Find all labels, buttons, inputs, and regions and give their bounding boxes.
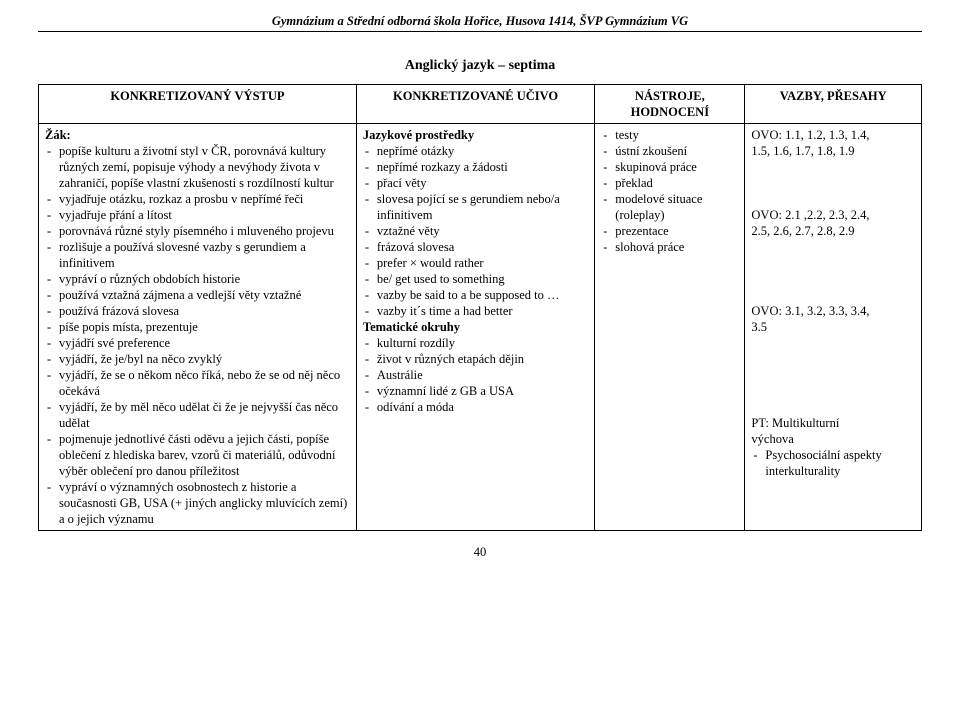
list-item: slohová práce [601,239,738,255]
list-item: přací věty [363,175,588,191]
list-item: prezentace [601,223,738,239]
list-item: prefer × would rather [363,255,588,271]
cell-curriculum: Jazykové prostředky nepřímé otázky nepří… [356,124,594,531]
col-header-tools-l1: NÁSTROJE, [601,88,738,104]
cell-links: OVO: 1.1, 1.2, 1.3, 1.4, 1.5, 1.6, 1.7, … [745,124,922,531]
list-item: vztažné věty [363,223,588,239]
list-item: nepřímé otázky [363,143,588,159]
col-header-curriculum: KONKRETIZOVANÉ UČIVO [356,85,594,124]
page-header: Gymnázium a Střední odborná škola Hořice… [38,14,922,32]
list-item: frázová slovesa [363,239,588,255]
list-item: Psychosociální aspekty interkulturality [751,447,915,479]
pt-l2: výchova [751,432,793,446]
student-lead: Žák: [45,127,350,143]
list-item: vyjádří, že se o někom něco říká, nebo ž… [45,367,350,399]
list-item: modelové situace (roleplay) [601,191,738,223]
pt-list: Psychosociální aspekty interkulturality [751,447,915,479]
list-item: ústní zkoušení [601,143,738,159]
col-header-tools-l2: HODNOCENÍ [601,104,738,120]
list-item: vyjadřuje přání a lítost [45,207,350,223]
curriculum-table: KONKRETIZOVANÝ VÝSTUP KONKRETIZOVANÉ UČI… [38,84,922,531]
list-item: používá vztažná zájmena a vedlejší věty … [45,287,350,303]
ovo3-l1: OVO: 3.1, 3.2, 3.3, 3.4, [751,304,869,318]
col-header-links: VAZBY, PŘESAHY [745,85,922,124]
list-item: rozlišuje a používá slovesné vazby s ger… [45,239,350,271]
ovo-block-3: OVO: 3.1, 3.2, 3.3, 3.4, 3.5 [751,303,915,335]
list-item: vyjádří, že je/byl na něco zvyklý [45,351,350,367]
list-item: odívání a móda [363,399,588,415]
ovo-block-1: OVO: 1.1, 1.2, 1.3, 1.4, 1.5, 1.6, 1.7, … [751,127,915,159]
cell-tools: testy ústní zkoušení skupinová práce pře… [595,124,745,531]
page-title: Anglický jazyk – septima [38,58,922,74]
list-item: porovnává různé styly písemného i mluven… [45,223,350,239]
tools-list: testy ústní zkoušení skupinová práce pře… [601,127,738,255]
cell-output: Žák: popíše kulturu a životní styl v ČR,… [39,124,357,531]
list-item: překlad [601,175,738,191]
list-item: vyjádří své preference [45,335,350,351]
list-item: používá frázová slovesa [45,303,350,319]
list-item: vypráví o významných osobnostech z histo… [45,479,350,527]
list-item: skupinová práce [601,159,738,175]
output-list: popíše kulturu a životní styl v ČR, poro… [45,143,350,527]
list-item: vypráví o různých obdobích historie [45,271,350,287]
pt-l1: PT: Multikulturní [751,416,839,430]
list-item: vyjadřuje otázku, rozkaz a prosbu v nepř… [45,191,350,207]
list-item: píše popis místa, prezentuje [45,319,350,335]
pt-block: PT: Multikulturní výchova Psychosociální… [751,415,915,479]
topics-list: kulturní rozdíly život v různých etapách… [363,335,588,415]
list-item: pojmenuje jednotlivé části oděvu a jejic… [45,431,350,479]
topics-heading: Tematické okruhy [363,319,588,335]
list-item: vazby it´s time a had better [363,303,588,319]
col-header-tools: NÁSTROJE, HODNOCENÍ [595,85,745,124]
table-header-row: KONKRETIZOVANÝ VÝSTUP KONKRETIZOVANÉ UČI… [39,85,922,124]
page-number: 40 [38,545,922,560]
ovo-block-2: OVO: 2.1 ,2.2, 2.3, 2.4, 2.5, 2.6, 2.7, … [751,207,915,239]
list-item: kulturní rozdíly [363,335,588,351]
list-item: vazby be said to a be supposed to … [363,287,588,303]
table-row: Žák: popíše kulturu a životní styl v ČR,… [39,124,922,531]
list-item: slovesa pojící se s gerundiem nebo/a inf… [363,191,588,223]
lang-means-list: nepřímé otázky nepřímé rozkazy a žádosti… [363,143,588,319]
list-item: be/ get used to something [363,271,588,287]
ovo1-l1: OVO: 1.1, 1.2, 1.3, 1.4, [751,128,869,142]
ovo2-l1: OVO: 2.1 ,2.2, 2.3, 2.4, [751,208,869,222]
list-item: významní lidé z GB a USA [363,383,588,399]
col-header-output: KONKRETIZOVANÝ VÝSTUP [39,85,357,124]
ovo2-l2: 2.5, 2.6, 2.7, 2.8, 2.9 [751,224,854,238]
lang-means-heading: Jazykové prostředky [363,127,588,143]
list-item: testy [601,127,738,143]
list-item: vyjádří, že by měl něco udělat či že je … [45,399,350,431]
list-item: nepřímé rozkazy a žádosti [363,159,588,175]
ovo3-l2: 3.5 [751,320,767,334]
list-item: život v různých etapách dějin [363,351,588,367]
list-item: popíše kulturu a životní styl v ČR, poro… [45,143,350,191]
ovo1-l2: 1.5, 1.6, 1.7, 1.8, 1.9 [751,144,854,158]
list-item: Austrálie [363,367,588,383]
